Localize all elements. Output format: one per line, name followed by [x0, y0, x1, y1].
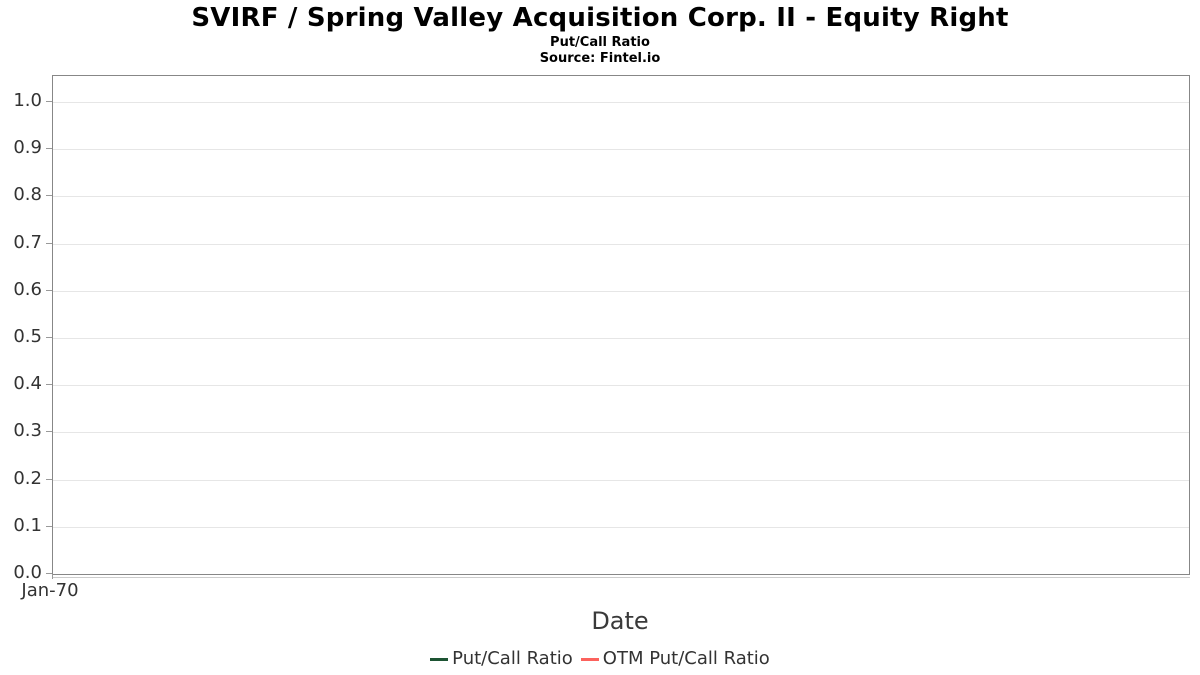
gridline-1.0 — [53, 102, 1189, 103]
legend-item-0[interactable]: Put/Call Ratio — [430, 647, 573, 671]
x-axis-tick-mark — [52, 574, 53, 579]
y-tick-label-0.1: 0.1 — [13, 514, 42, 536]
gridline-0.1 — [53, 526, 1189, 528]
chart-title: SVIRF / Spring Valley Acquisition Corp. … — [191, 3, 1009, 33]
x-axis-line — [52, 577, 1190, 578]
gridline-0.2 — [53, 479, 1189, 481]
y-tick-mark-0.0 — [46, 573, 52, 574]
y-tick-label-0.6: 0.6 — [13, 278, 42, 300]
legend-label: OTM Put/Call Ratio — [602, 648, 770, 669]
y-tick-label-0.5: 0.5 — [13, 326, 42, 347]
y-tick-mark-0.8 — [46, 195, 52, 197]
y-tick-mark-0.2 — [46, 478, 52, 480]
y-tick-mark-0.3 — [46, 431, 52, 433]
y-tick-mark-0.1 — [46, 525, 52, 527]
gridline-0.9 — [53, 149, 1189, 151]
gridline-0.5 — [53, 338, 1189, 339]
gridline-0.7 — [53, 243, 1189, 245]
y-tick-label-0.2: 0.2 — [13, 467, 42, 489]
y-tick-label-1.0: 1.0 — [13, 90, 42, 111]
y-tick-label-0.3: 0.3 — [13, 420, 42, 442]
chart-subtitle: Put/Call Ratio — [550, 35, 650, 50]
legend-label: Put/Call Ratio — [452, 648, 573, 669]
gridline-0.6 — [53, 290, 1189, 292]
legend-dash-icon — [430, 657, 449, 661]
gridline-0.4 — [53, 385, 1189, 387]
y-tick-label-0.0: 0.0 — [13, 562, 42, 583]
x-axis-tick-label: Jan-70 — [21, 580, 79, 601]
y-tick-label-0.8: 0.8 — [13, 184, 42, 206]
legend-dash-icon — [580, 657, 599, 661]
plot-area — [52, 75, 1190, 575]
y-tick-mark-0.9 — [46, 148, 52, 150]
y-tick-mark-0.6 — [46, 289, 52, 291]
x-axis-title: Date — [591, 607, 649, 635]
y-tick-label-0.4: 0.4 — [13, 373, 42, 395]
y-tick-label-0.7: 0.7 — [13, 231, 42, 253]
y-tick-mark-0.7 — [46, 242, 52, 244]
legend: Put/Call Ratio OTM Put/Call Ratio — [0, 647, 1200, 671]
gridline-0.8 — [53, 196, 1189, 198]
gridline-0.3 — [53, 432, 1189, 434]
y-tick-mark-0.5 — [46, 337, 52, 338]
chart-source-note: Source: Fintel.io — [539, 51, 661, 66]
legend-item-1[interactable]: OTM Put/Call Ratio — [580, 647, 770, 671]
y-tick-label-0.9: 0.9 — [13, 137, 42, 159]
y-tick-mark-1.0 — [46, 101, 52, 102]
y-tick-mark-0.4 — [46, 384, 52, 386]
